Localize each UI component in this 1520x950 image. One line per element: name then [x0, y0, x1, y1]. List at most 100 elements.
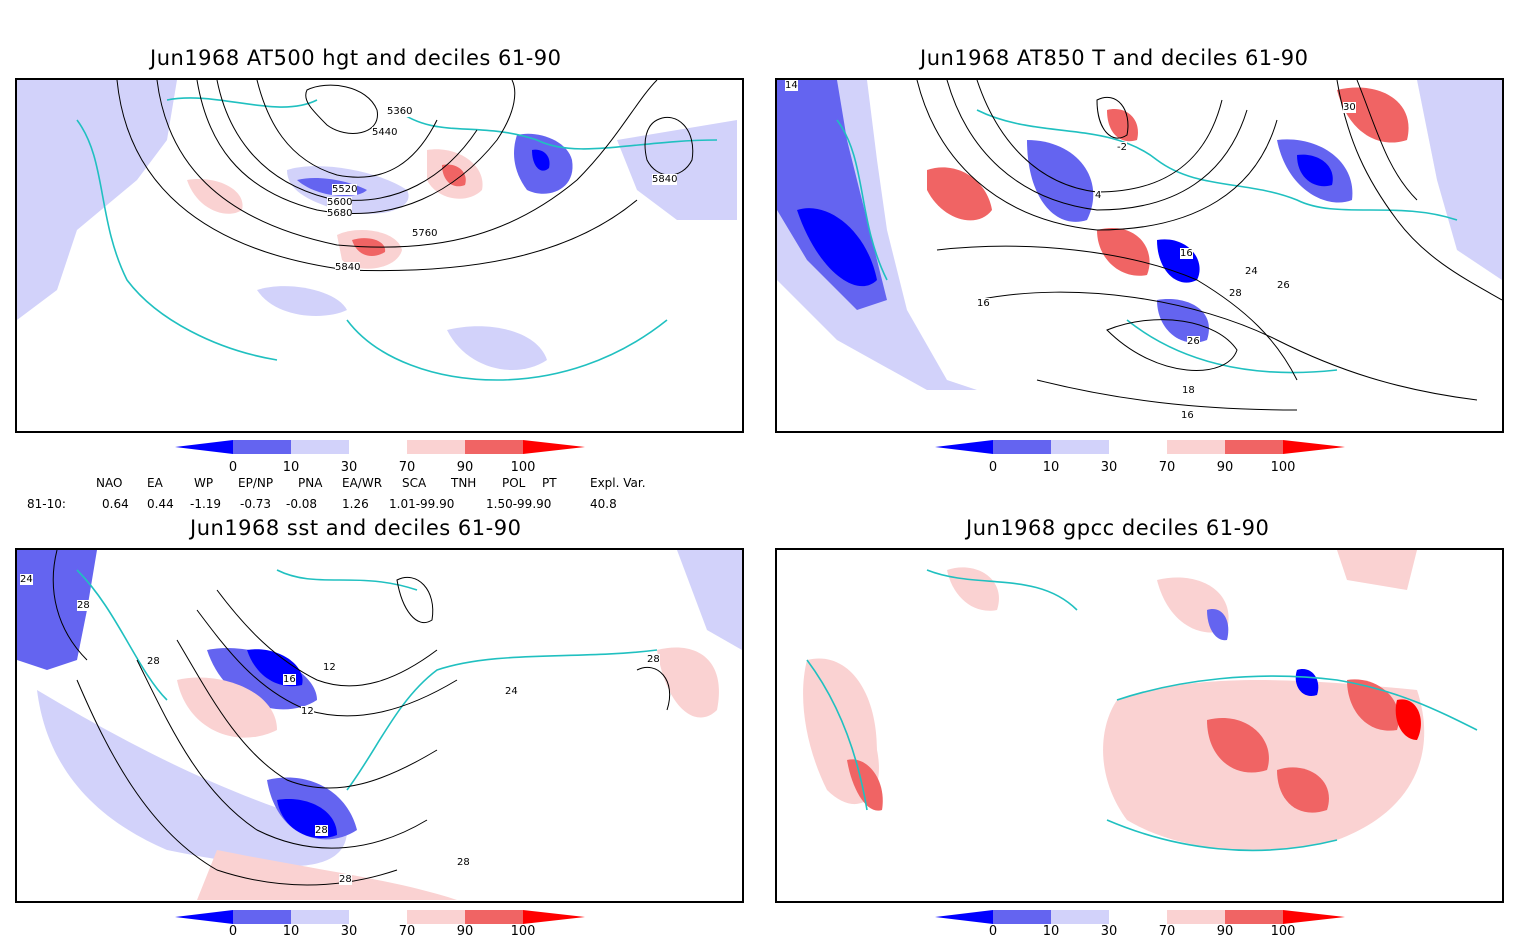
anomaly-shading: [187, 179, 243, 214]
anomaly-shading: [1295, 669, 1319, 696]
colorbar-tick: 0: [988, 924, 998, 939]
colorbar-bottom-left: 0 10 30 70 90 100: [175, 910, 595, 950]
index-value: -0.08: [286, 497, 318, 511]
contour-label: 5440: [372, 127, 398, 138]
anomaly-shading: [1417, 80, 1502, 280]
map-bottom-right-svg: [803, 550, 1478, 852]
contour-label: 28: [1229, 288, 1242, 299]
contour-label: 24: [1245, 266, 1258, 277]
contour-label: 4: [1095, 190, 1102, 201]
index-value: 1.50-99.90: [486, 497, 552, 511]
contour-label: 12: [301, 706, 314, 717]
anomaly-shading: [442, 164, 466, 187]
anomaly-shading: [1097, 228, 1150, 276]
contour-label: 5600: [327, 197, 353, 208]
contour-label: 16: [283, 674, 296, 685]
colorbar-tick: 30: [1100, 460, 1118, 475]
colorbar-bottom-right: 0 10 30 70 90 100: [935, 910, 1355, 950]
contours: [52, 550, 671, 886]
colorbar-tick: 0: [988, 460, 998, 475]
coastline: [836, 109, 1458, 374]
colorbar-tick: 10: [1042, 924, 1060, 939]
contour-label: -2: [1117, 142, 1127, 153]
contour-label: 16: [1180, 248, 1193, 259]
contours: [916, 80, 1502, 411]
index-header: SCA: [402, 476, 427, 490]
index-value: 0.64: [102, 497, 129, 511]
contour-label: 5840: [335, 262, 361, 273]
contour-label: 26: [1187, 336, 1200, 347]
colorbar-tick: 90: [1216, 460, 1234, 475]
colorbar-top-left: 0 10 30 70 90 100: [175, 440, 595, 480]
index-value: 40.8: [590, 497, 617, 511]
colorbar-tick: 70: [1158, 924, 1176, 939]
contour-label: 5680: [327, 208, 353, 219]
anomaly-shading: [1207, 718, 1269, 773]
contour-label: 5840: [652, 174, 678, 185]
index-value: -1.19: [190, 497, 222, 511]
contour-label: 28: [339, 874, 352, 885]
contour-label: 5760: [412, 228, 438, 239]
anomaly-shading: [17, 80, 177, 320]
index-value: 1.01-99.90: [389, 497, 455, 511]
map-bottom-left: 24 28 28 12 16 12 28 24 28 28 28: [15, 548, 744, 903]
panel-title-top-right: Jun1968 AT850 T and deciles 61-90: [920, 46, 1309, 70]
contour-label: 24: [505, 686, 518, 697]
index-header: EA: [147, 476, 163, 490]
contour-label: 16: [1181, 410, 1194, 421]
index-header: TNH: [451, 476, 477, 490]
colorbar-tick: 70: [398, 460, 416, 475]
colorbar-tick: 10: [282, 460, 300, 475]
anomaly-shading: [1107, 109, 1138, 142]
anomaly-shading: [1395, 699, 1421, 740]
anomaly-shading: [797, 208, 877, 287]
index-header: EA/WR: [342, 476, 383, 490]
anomaly-shading: [257, 286, 347, 316]
contour-label: 26: [1277, 280, 1290, 291]
colorbar-svg: [175, 910, 585, 924]
colorbar-tick: 90: [456, 924, 474, 939]
colorbar-tick: 100: [510, 460, 536, 475]
map-bottom-right: [775, 548, 1504, 903]
colorbar-tick: 0: [228, 924, 238, 939]
colorbar-tick: 10: [1042, 460, 1060, 475]
colorbar-tick: 90: [1216, 924, 1234, 939]
index-header: PT: [542, 476, 557, 490]
contour-label: 18: [1182, 385, 1195, 396]
index-row-label: 81-10:: [27, 497, 66, 511]
index-header: POL: [502, 476, 526, 490]
coastline: [76, 569, 658, 791]
colorbar-tick: 10: [282, 924, 300, 939]
index-header: PNA: [298, 476, 323, 490]
index-value: -0.73: [240, 497, 272, 511]
anomaly-shading: [617, 120, 737, 220]
colorbar-svg: [935, 440, 1345, 454]
colorbar-tick: 30: [1100, 924, 1118, 939]
colorbar-tick: 100: [1270, 924, 1296, 939]
colorbar-tick: 30: [340, 924, 358, 939]
anomaly-shading: [207, 648, 317, 710]
colorbar-svg: [175, 440, 585, 454]
map-top-right-svg: [777, 80, 1502, 411]
contour-label: 28: [647, 654, 660, 665]
contour-label: 14: [785, 80, 798, 91]
anomaly-shading: [1277, 767, 1329, 813]
contour-label: 28: [77, 600, 90, 611]
colorbar-tick: 100: [510, 924, 536, 939]
contour-label: 16: [977, 298, 990, 309]
anomaly-shading: [1337, 550, 1417, 590]
panel-title-top-left: Jun1968 AT500 hgt and deciles 61-90: [150, 46, 562, 70]
anomaly-shading: [947, 567, 999, 611]
anomaly-shading: [847, 759, 883, 811]
index-header: EP/NP: [238, 476, 274, 490]
contour-label: 30: [1343, 102, 1356, 113]
anomaly-shading: [37, 690, 347, 867]
contour-label: 5360: [387, 106, 413, 117]
anomaly-shading: [177, 677, 277, 738]
contour-label: 28: [457, 857, 470, 868]
colorbar-tick: 70: [1158, 460, 1176, 475]
colorbar-tick: 30: [340, 460, 358, 475]
anomaly-shading: [927, 167, 992, 221]
index-header: Expl. Var.: [590, 476, 646, 490]
anomaly-shading: [197, 850, 457, 900]
